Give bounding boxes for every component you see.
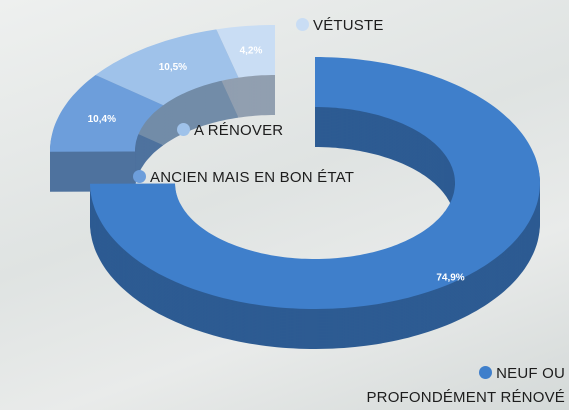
slice — [90, 57, 540, 309]
legend-label: ANCIEN MAIS EN BON ÉTAT — [150, 169, 355, 186]
slice — [95, 29, 239, 106]
legend-entry: A RÉNOVER — [177, 119, 283, 143]
legend-label: VÉTUSTE — [313, 17, 384, 34]
legend-entry: ANCIEN MAIS EN BON ÉTAT — [133, 166, 354, 190]
legend-dot — [133, 170, 146, 183]
legend-entry: VÉTUSTE — [296, 14, 384, 38]
slice — [50, 75, 164, 152]
legend-label: A RÉNOVER — [194, 122, 284, 139]
legend-dot — [296, 18, 309, 31]
value-label: 4,2% — [240, 46, 263, 57]
value-label: 10,4% — [88, 114, 116, 125]
value-label: 10,5% — [159, 62, 187, 73]
legend-dot — [177, 123, 190, 136]
legend-dot — [479, 366, 493, 379]
legend-label: NEUF OU PROFONDÉMENT RÉNOVÉ — [366, 365, 565, 406]
legend-entry: NEUF OU PROFONDÉMENT RÉNOVÉ — [365, 362, 565, 410]
value-label: 74,9% — [436, 273, 464, 284]
slice — [216, 25, 275, 78]
